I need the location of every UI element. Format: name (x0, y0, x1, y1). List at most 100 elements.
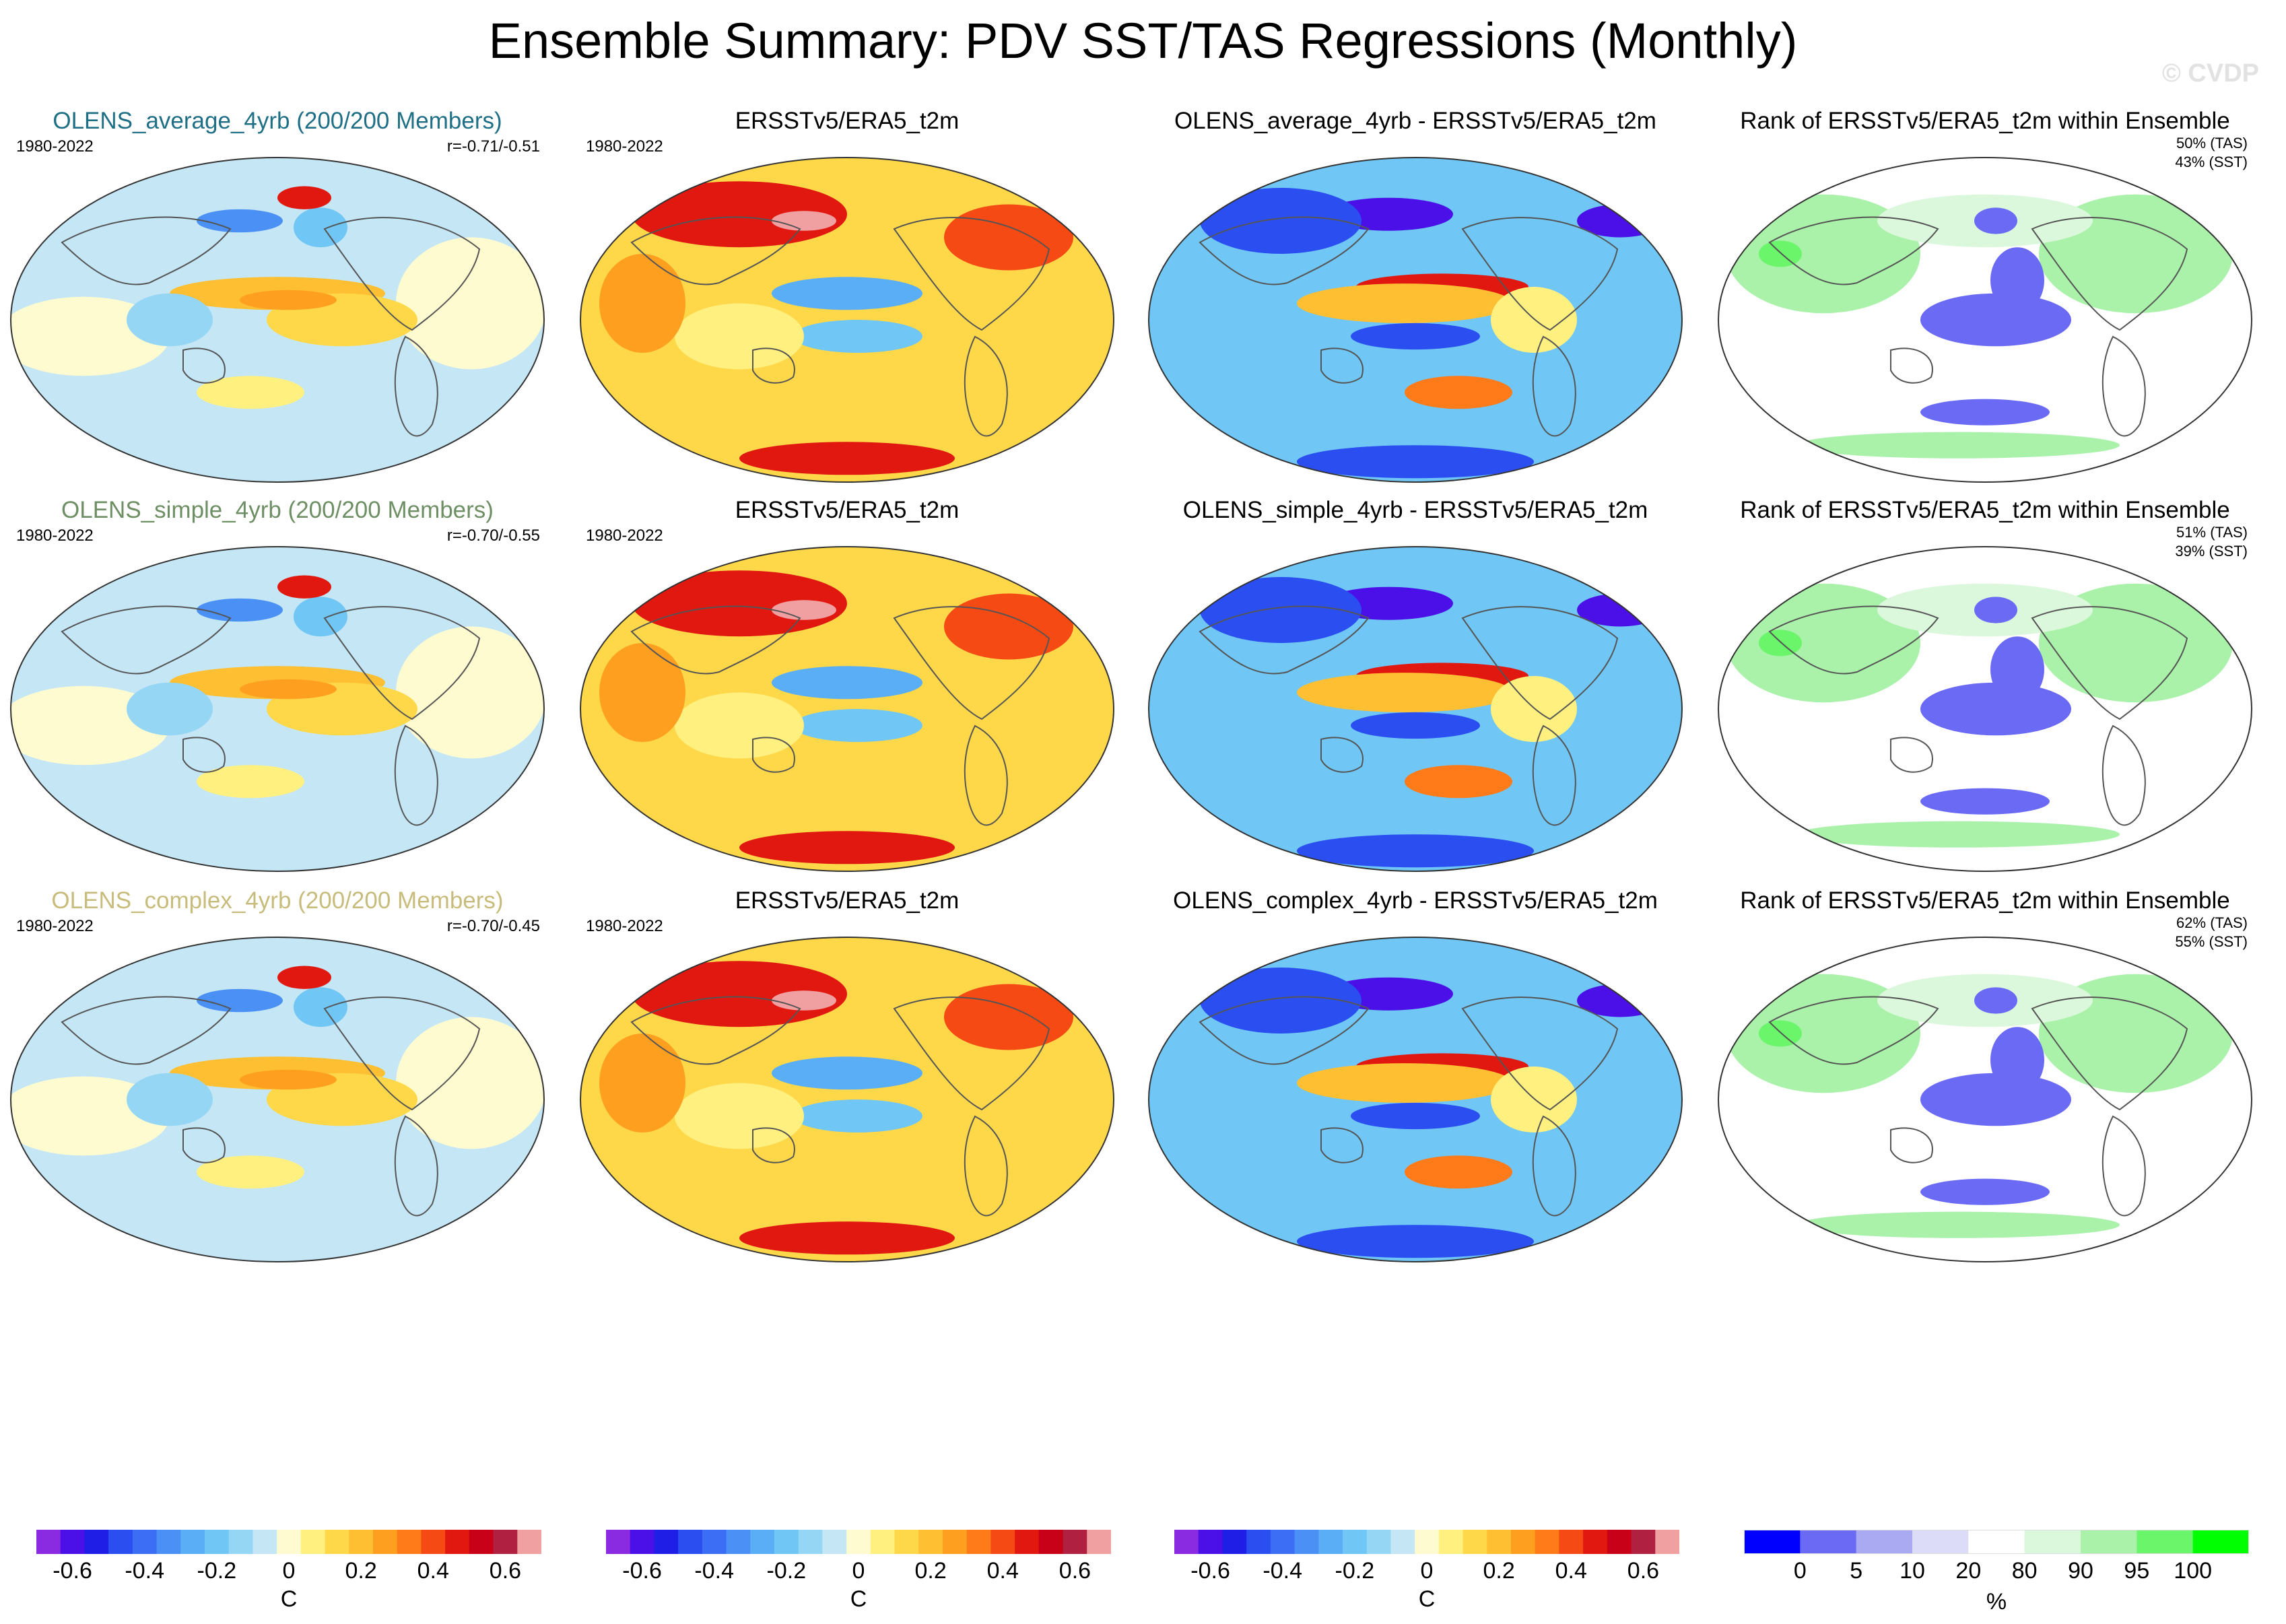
colorbar-swatch (469, 1530, 494, 1554)
colorbar-swatch (846, 1530, 871, 1554)
colorbar-swatch (774, 1530, 799, 1554)
colorbar-swatch (108, 1530, 133, 1554)
colorbar-tick-label: 0.2 (1483, 1558, 1515, 1584)
colorbar-swatch (943, 1530, 968, 1554)
colorbar-unit: C (850, 1586, 867, 1612)
rank-colorbar: 0 5 10 20 80 90 95 100% (1744, 1530, 2249, 1624)
colorbar-swatch (1087, 1530, 1111, 1554)
period-label: 1980-2022 (586, 527, 663, 545)
colorbar-swatch (2081, 1530, 2137, 1554)
rank-sst-label: 39% (SST) (2175, 543, 2248, 560)
colorbar-tick-label: 90 (2068, 1558, 2093, 1584)
panel-model-row3: OLENS_complex_4yrb (200/200 Members) 1980… (8, 887, 547, 1264)
colorbar-swatch (678, 1530, 703, 1554)
colorbar-swatch (493, 1530, 518, 1554)
colorbar-swatch (798, 1530, 823, 1554)
colorbar-tick-label: 0.2 (914, 1558, 947, 1584)
colorbar-tick-label: -0.4 (125, 1558, 164, 1584)
panel-model-row1: OLENS_average_4yrb (200/200 Members) 1980… (8, 108, 547, 485)
colorbar-swatch (1487, 1530, 1512, 1554)
colorbar-tick-label: 95 (2124, 1558, 2150, 1584)
colorbar-swatch (36, 1530, 61, 1554)
colorbar-tick-label: 80 (2011, 1558, 2038, 1584)
colorbar-swatch (180, 1530, 205, 1554)
colorbar-unit: C (1418, 1586, 1436, 1612)
colorbar-swatch (1343, 1530, 1368, 1554)
panel-diff-row1: OLENS_average_4yrb - ERSSTv5/ERA5_t2m (1146, 108, 1685, 485)
colorbar-tick-label: 10 (1900, 1558, 1925, 1584)
colorbar-swatch (84, 1530, 109, 1554)
colorbar-swatch (1270, 1530, 1296, 1554)
colorbar-swatch (349, 1530, 374, 1554)
colorbar-swatch (1063, 1530, 1087, 1554)
obs-panel-title: ERSSTv5/ERA5_t2m (735, 497, 960, 523)
figure-title: Ensemble Summary: PDV SST/TAS Regression… (488, 13, 1798, 69)
colorbar-swatch (60, 1530, 85, 1554)
colorbar-swatch (654, 1530, 679, 1554)
diff-map (1148, 546, 1683, 872)
colorbar-swatch (445, 1530, 470, 1554)
rank-map (1718, 546, 2252, 872)
period-label: 1980-2022 (16, 527, 94, 545)
colorbar-swatch (1912, 1530, 1969, 1554)
model-panel-title: OLENS_simple_4yrb (200/200 Members) (61, 497, 494, 523)
colorbar-swatch (918, 1530, 943, 1554)
regression-colorbar-3: -0.6 -0.4 -0.2 0 0.2 0.4 0.6 C (1174, 1530, 1679, 1624)
colorbar-tick-label: 0 (852, 1558, 865, 1584)
panel-obs-row2: ERSSTv5/ERA5_t2m 1980-2022 (578, 497, 1116, 874)
colorbar-swatch (421, 1530, 446, 1554)
rank-tas-label: 50% (TAS) (2176, 135, 2248, 151)
rank-panel-title: Rank of ERSSTv5/ERA5_t2m within Ensemble (1740, 108, 2230, 134)
regression-colorbar-2: -0.6 -0.4 -0.2 0 0.2 0.4 0.6 C (606, 1530, 1111, 1624)
colorbar-swatch (1463, 1530, 1487, 1554)
colorbar-swatch (1856, 1530, 1913, 1554)
diff-panel-title: OLENS_simple_4yrb - ERSSTv5/ERA5_t2m (1182, 497, 1648, 523)
period-label: 1980-2022 (16, 137, 94, 156)
colorbar-tick-label: 0 (1420, 1558, 1434, 1584)
obs-map (580, 157, 1114, 483)
panel-rank-row3: Rank of ERSSTv5/ERA5_t2m within Ensemble… (1716, 887, 2254, 1264)
rank-sst-label: 55% (SST) (2175, 933, 2248, 950)
panel-obs-row1: ERSSTv5/ERA5_t2m 1980-2022 (578, 108, 1116, 485)
colorbar-swatch (1607, 1530, 1632, 1554)
colorbar-swatch (630, 1530, 654, 1554)
diff-map (1148, 157, 1683, 483)
panel-rank-row1: Rank of ERSSTv5/ERA5_t2m within Ensemble… (1716, 108, 2254, 485)
rank-panel-title: Rank of ERSSTv5/ERA5_t2m within Ensemble (1740, 887, 2230, 914)
colorbar-swatch (966, 1530, 991, 1554)
colorbar-swatch (373, 1530, 398, 1554)
colorbar-swatch (2192, 1530, 2249, 1554)
colorbar-swatch (1222, 1530, 1247, 1554)
colorbar-swatch (300, 1530, 326, 1554)
colorbar-tick-label: 0.6 (489, 1558, 522, 1584)
colorbar-swatch (253, 1530, 277, 1554)
colorbar-swatch (228, 1530, 253, 1554)
diff-panel-title: OLENS_complex_4yrb - ERSSTv5/ERA5_t2m (1173, 887, 1658, 914)
panel-rank-row2: Rank of ERSSTv5/ERA5_t2m within Ensemble… (1716, 497, 2254, 874)
colorbar-tick-label: 0.6 (1058, 1558, 1091, 1584)
colorbar-swatch (1198, 1530, 1223, 1554)
colorbar-swatch (132, 1530, 158, 1554)
colorbar-swatch (1655, 1530, 1679, 1554)
colorbar-swatch (702, 1530, 727, 1554)
model-map (10, 157, 545, 483)
cvdp-watermark: © CVDP (2161, 59, 2259, 88)
colorbar-swatch (277, 1530, 302, 1554)
colorbar-swatch (822, 1530, 847, 1554)
colorbar-swatch (397, 1530, 422, 1554)
rank-tas-label: 51% (TAS) (2176, 524, 2248, 541)
colorbar-swatch (1318, 1530, 1343, 1554)
colorbar-tick-label: -0.6 (53, 1558, 92, 1584)
obs-panel-title: ERSSTv5/ERA5_t2m (735, 887, 960, 914)
model-map (10, 937, 545, 1262)
colorbar-swatches (1174, 1530, 1679, 1554)
colorbar-tick-label: -0.6 (622, 1558, 662, 1584)
colorbar-tick-label: -0.2 (197, 1558, 237, 1584)
rank-sst-label: 43% (SST) (2175, 154, 2248, 170)
colorbar-swatch (870, 1530, 896, 1554)
colorbar-tick-label: 0.2 (345, 1558, 377, 1584)
rank-map (1718, 937, 2252, 1262)
pattern-correlation: r=-0.70/-0.45 (446, 917, 540, 935)
rank-map (1718, 157, 2252, 483)
period-label: 1980-2022 (16, 917, 94, 935)
